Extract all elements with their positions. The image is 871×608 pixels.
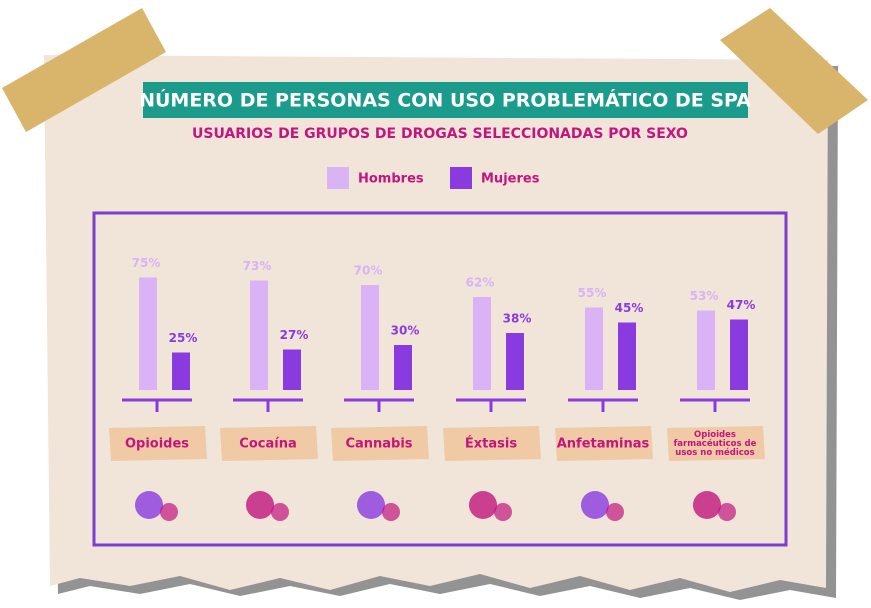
value-label: 47% xyxy=(727,298,756,312)
value-label: 75% xyxy=(132,256,161,270)
bar xyxy=(506,333,524,390)
icon xyxy=(135,491,163,519)
icon xyxy=(357,491,385,519)
bar xyxy=(730,320,748,391)
category-label: Cocaína xyxy=(239,437,296,452)
chart-subtitle: USUARIOS DE GRUPOS DE DROGAS SELECCIONAD… xyxy=(192,126,688,142)
category-label: Opioides xyxy=(125,437,189,452)
icon xyxy=(718,503,736,521)
value-label: 25% xyxy=(169,331,198,345)
category-label-box: Opioides farmacéuticos de usos no médico… xyxy=(667,426,763,462)
chart-title: NÚMERO DE PERSONAS CON USO PROBLEMÁTICO … xyxy=(139,88,751,112)
icon xyxy=(606,503,624,521)
value-label: 73% xyxy=(243,259,272,273)
legend-swatch xyxy=(327,167,349,189)
value-label: 70% xyxy=(354,264,383,278)
legend-label: Mujeres xyxy=(481,172,540,187)
value-label: 27% xyxy=(280,328,309,342)
legend-swatch xyxy=(450,167,472,189)
icon xyxy=(469,491,497,519)
value-label: 45% xyxy=(615,301,644,315)
value-label: 55% xyxy=(578,286,607,300)
icon xyxy=(494,503,512,521)
legend-label: Hombres xyxy=(358,172,424,187)
bar xyxy=(618,323,636,391)
value-label: 30% xyxy=(391,324,420,338)
value-label: 53% xyxy=(690,289,719,303)
bar xyxy=(250,281,268,391)
bar xyxy=(283,350,301,391)
icon xyxy=(581,491,609,519)
value-label: 38% xyxy=(503,312,532,326)
icon xyxy=(382,503,400,521)
bar xyxy=(585,308,603,391)
category-label: Cannabis xyxy=(345,437,412,452)
icon xyxy=(160,503,178,521)
bar xyxy=(361,285,379,390)
bar xyxy=(139,278,157,391)
bar xyxy=(394,345,412,390)
category-label: Anfetaminas xyxy=(557,437,650,452)
icon xyxy=(271,503,289,521)
icon xyxy=(693,491,721,519)
icon xyxy=(246,491,274,519)
value-label: 62% xyxy=(466,276,495,290)
infographic: NÚMERO DE PERSONAS CON USO PROBLEMÁTICO … xyxy=(0,0,871,608)
bar xyxy=(172,353,190,391)
bar xyxy=(473,297,491,390)
bar xyxy=(697,311,715,391)
category-label: Opioides farmacéuticos de usos no médico… xyxy=(667,426,763,462)
category-label: Éxtasis xyxy=(465,436,517,452)
